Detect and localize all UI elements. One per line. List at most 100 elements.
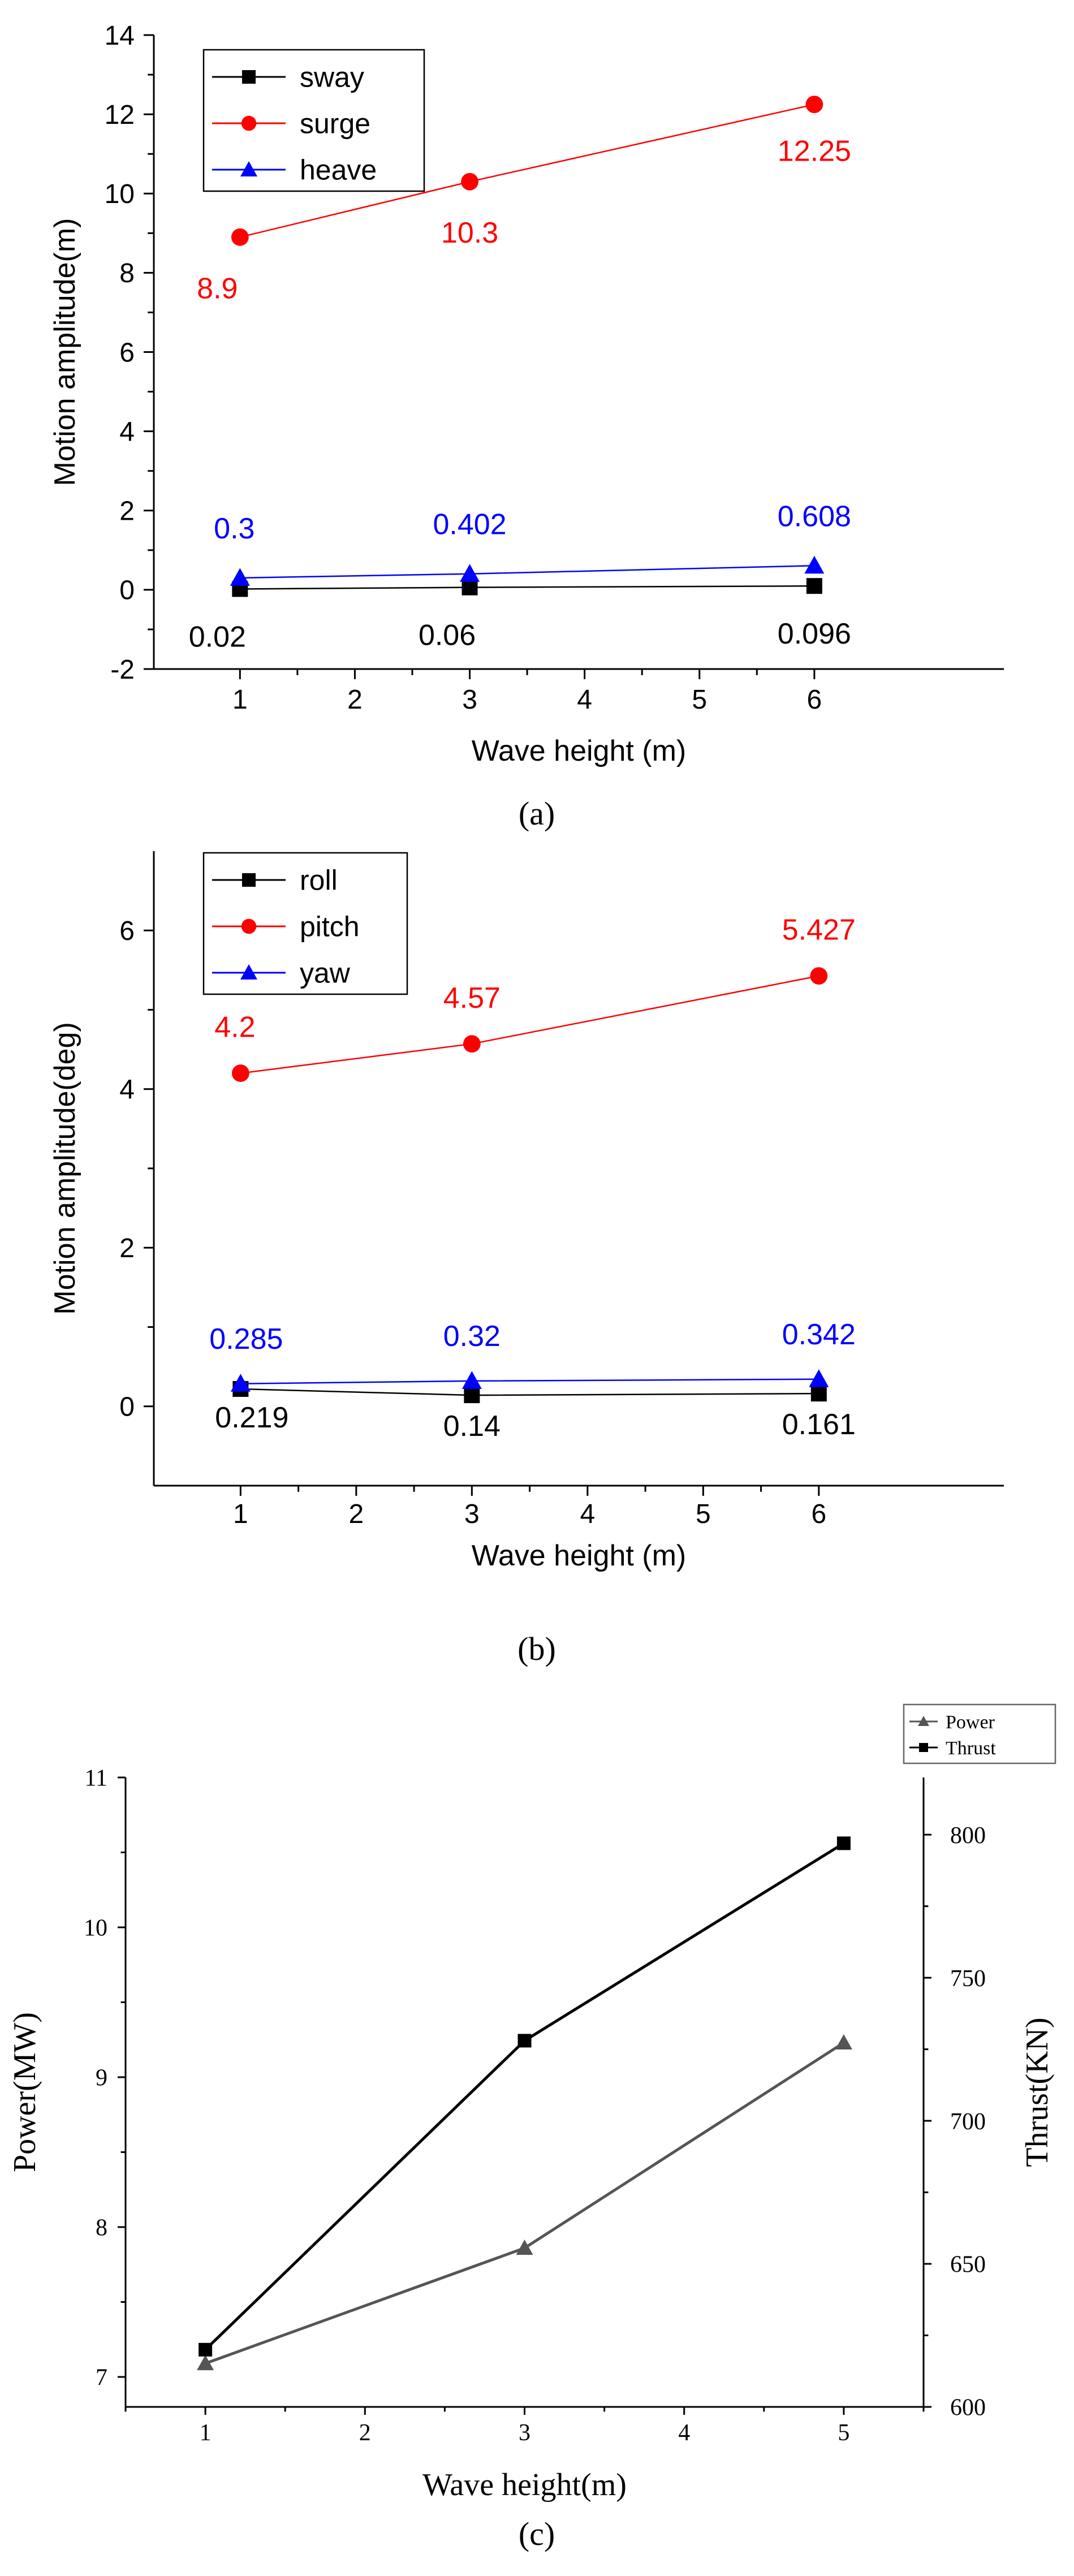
panel-label-a: (a) <box>519 795 555 832</box>
data-label-yaw: 0.342 <box>782 1318 856 1351</box>
y-axis-right-title: Thrust(KN) <box>1020 2017 1055 2167</box>
x-tick-label: 1 <box>233 1499 248 1529</box>
legend-box <box>202 852 408 995</box>
data-label-sway: 0.02 <box>189 620 246 653</box>
data-point-yaw <box>230 1374 251 1392</box>
series-line-yaw <box>240 1378 819 1385</box>
y-axis-title: Power(MW) <box>7 2012 42 2172</box>
data-point-power <box>516 2240 533 2255</box>
chart-b: 1 2 3 4 5 6 0 2 4 6 Wave height (m) Motion amplitud… <box>49 851 1004 1572</box>
x-tick-label: 3 <box>519 2420 530 2446</box>
data-label-heave: 0.402 <box>433 508 506 541</box>
y-tick-label: 12 <box>105 100 135 130</box>
legend-label-pitch: pitch <box>300 911 360 943</box>
data-label-surge: 12.25 <box>778 135 851 168</box>
y-tick-label: 7 <box>96 2365 107 2391</box>
y-right-tick-label: 650 <box>950 2252 986 2278</box>
data-point-thrust <box>517 2034 532 2048</box>
data-label-roll: 0.161 <box>782 1408 856 1441</box>
y-axis-title: Motion amplitude(m) <box>49 218 81 486</box>
legend-marker <box>241 918 257 934</box>
legend-marker <box>240 964 257 980</box>
x-tick-label: 5 <box>696 1499 711 1529</box>
data-point-sway <box>806 578 822 594</box>
data-label-roll: 0.219 <box>215 1401 288 1434</box>
data-point-yaw <box>461 1371 482 1389</box>
x-tick-label: 1 <box>232 685 248 715</box>
y-tick-label: 0 <box>119 576 135 606</box>
data-label-surge: 8.9 <box>197 272 238 305</box>
series-line-roll <box>240 1388 819 1396</box>
x-tick-label: 1 <box>200 2420 212 2446</box>
legend-box <box>903 1703 1056 1764</box>
x-tick-label: 3 <box>464 1499 480 1529</box>
data-point-thrust <box>836 1836 851 1850</box>
legend-marker <box>241 115 257 131</box>
x-tick-label: 6 <box>811 1499 826 1529</box>
data-point-surge <box>805 96 823 114</box>
y-tick-label: 2 <box>119 1233 135 1263</box>
y-tick-label: 8 <box>119 258 135 288</box>
y-right-tick-label: 800 <box>950 1823 986 1849</box>
y-tick-label: 4 <box>119 1075 135 1105</box>
y-right-tick-label: 600 <box>950 2395 986 2421</box>
x-tick-label: 5 <box>692 685 707 715</box>
legend-marker <box>918 1716 929 1726</box>
x-tick-label: 2 <box>347 685 363 715</box>
data-label-sway: 0.06 <box>419 619 476 652</box>
series-line-thrust <box>204 1842 845 2351</box>
legend-label-surge: surge <box>300 108 370 140</box>
data-point-heave <box>230 568 250 586</box>
legend-label-thrust: Thrust <box>946 1738 996 1759</box>
y-right-tick-label: 700 <box>950 2109 986 2135</box>
legend-label-yaw: yaw <box>300 957 351 989</box>
legend-label-power: Power <box>946 1712 995 1733</box>
y-tick-label: 10 <box>84 1915 107 1941</box>
series-line-power <box>205 2041 845 2365</box>
data-point-surge <box>461 172 478 191</box>
data-label-pitch: 5.427 <box>782 914 856 947</box>
data-point-power <box>197 2355 214 2371</box>
x-axis-title: Wave height (m) <box>472 735 687 767</box>
x-axis-title: Wave height (m) <box>472 1539 687 1572</box>
series-line-sway <box>240 585 814 590</box>
legend-label-heave: heave <box>300 154 377 186</box>
legend-marker <box>240 161 257 176</box>
data-label-yaw: 0.285 <box>209 1323 283 1356</box>
y-tick-label: 4 <box>119 417 135 447</box>
legend-marker <box>242 873 256 887</box>
data-label-surge: 10.3 <box>441 217 498 249</box>
data-point-power <box>835 2034 852 2050</box>
x-axis-title: Wave height(m) <box>422 2467 627 2502</box>
x-tick-label: 4 <box>577 685 592 715</box>
data-label-sway: 0.096 <box>778 618 851 650</box>
data-point-yaw <box>809 1369 829 1387</box>
data-point-thrust <box>199 2342 213 2357</box>
y-tick-label: 2 <box>119 497 135 527</box>
series-line-heave <box>240 565 814 579</box>
legend-box <box>202 49 425 192</box>
legend-marker <box>242 70 256 84</box>
y-tick-label: 6 <box>119 916 135 946</box>
data-label-pitch: 4.2 <box>214 1011 255 1044</box>
y-right-tick-label: 750 <box>950 1966 986 1992</box>
y-tick-label: 0 <box>119 1392 135 1422</box>
data-label-roll: 0.14 <box>443 1410 501 1443</box>
data-label-yaw: 0.32 <box>443 1320 501 1353</box>
chart-c: 1 2 3 4 5 7 8 9 10 11 600 650 700 750 800 Thrust(KN) Wav… <box>7 1703 1056 2502</box>
y-tick-label: 14 <box>105 21 135 51</box>
y-tick-label: 8 <box>96 2215 107 2241</box>
data-point-surge <box>231 228 249 246</box>
x-tick-label: 4 <box>678 2420 690 2446</box>
x-tick-label: 6 <box>807 685 822 715</box>
y-tick-label: -2 <box>110 655 135 685</box>
y-tick-label: 6 <box>119 338 135 368</box>
y-tick-label: 11 <box>85 1766 107 1792</box>
data-point-roll <box>810 1386 827 1402</box>
x-tick-label: 2 <box>359 2420 371 2446</box>
data-point-heave <box>460 564 480 582</box>
data-point-pitch <box>231 1064 249 1082</box>
x-tick-label: 4 <box>580 1499 595 1529</box>
